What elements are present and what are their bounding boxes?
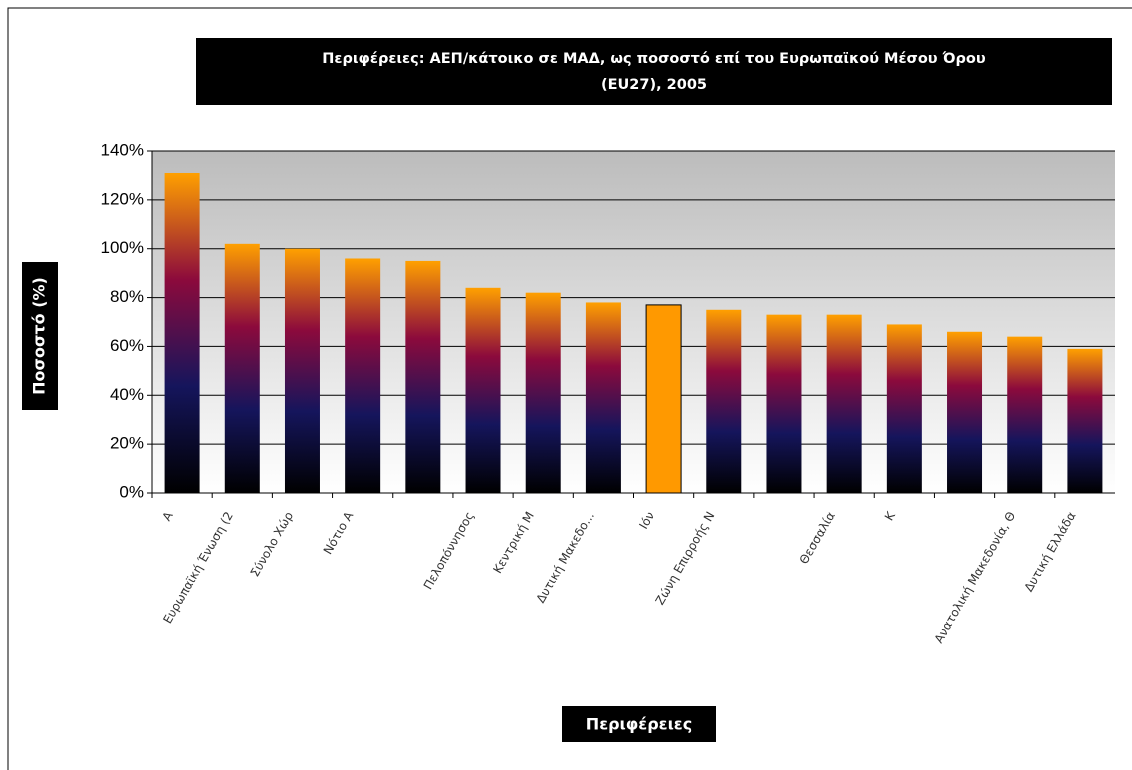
chart-title: (EU27), 2005 — [601, 77, 707, 93]
bar — [766, 314, 802, 493]
x-tick-label: Ιόν — [636, 509, 657, 531]
x-label-box — [562, 706, 716, 742]
bar — [947, 331, 983, 493]
y-tick-label: 0% — [119, 482, 144, 501]
x-tick-label: Σύνολο Χώρ — [248, 509, 296, 579]
bar — [886, 324, 922, 493]
y-tick-label: 20% — [110, 434, 144, 453]
bar — [1067, 348, 1103, 493]
y-tick-label: 140% — [101, 140, 144, 159]
bar — [826, 314, 862, 493]
x-tick-label: Α — [159, 509, 176, 524]
chart-title: Περιφέρειες: ΑΕΠ/κάτοικο σε ΜΑΔ, ως ποσο… — [322, 51, 986, 67]
y-axis-label: Ποσοστό (%) — [30, 277, 49, 395]
x-axis-label: Περιφέρειες — [586, 715, 692, 734]
x-tick-label: Νότιο Α — [321, 509, 357, 557]
y-tick-label: 40% — [110, 385, 144, 404]
x-tick-label: Κεντρική Μ — [490, 509, 537, 576]
bar — [465, 287, 501, 493]
bar — [525, 292, 561, 493]
x-tick-label: Πελοπόννησος — [421, 509, 477, 592]
bar — [585, 302, 621, 493]
y-label-box — [22, 262, 58, 410]
x-tick-label: Δυτική Ελλάδα — [1021, 509, 1078, 594]
bar — [224, 243, 260, 493]
y-tick-label: 120% — [101, 189, 144, 208]
bar — [164, 172, 200, 493]
x-tick-label: Ζώνη Επιρροής Ν — [653, 509, 718, 607]
x-tick-label: Κ — [882, 508, 899, 523]
x-tick-label: Ανατολική Μακεδονία, Θ — [932, 509, 1019, 645]
chart-border — [7, 7, 1132, 770]
y-tick-label: 60% — [110, 336, 144, 355]
bar — [284, 248, 320, 493]
x-tick-label: Θεσσαλία — [797, 509, 838, 566]
bar — [645, 304, 682, 494]
bar — [706, 309, 742, 493]
x-tick-label: Δυτική Μακεδο... — [533, 509, 597, 605]
bar — [1007, 336, 1043, 493]
bar — [345, 258, 381, 493]
y-tick-label: 100% — [101, 238, 144, 257]
x-tick-label: Ευρωπαϊκή Ένωση (2 — [160, 509, 236, 626]
y-tick-label: 80% — [110, 287, 144, 306]
bar — [405, 260, 441, 493]
title-box — [196, 38, 1112, 105]
